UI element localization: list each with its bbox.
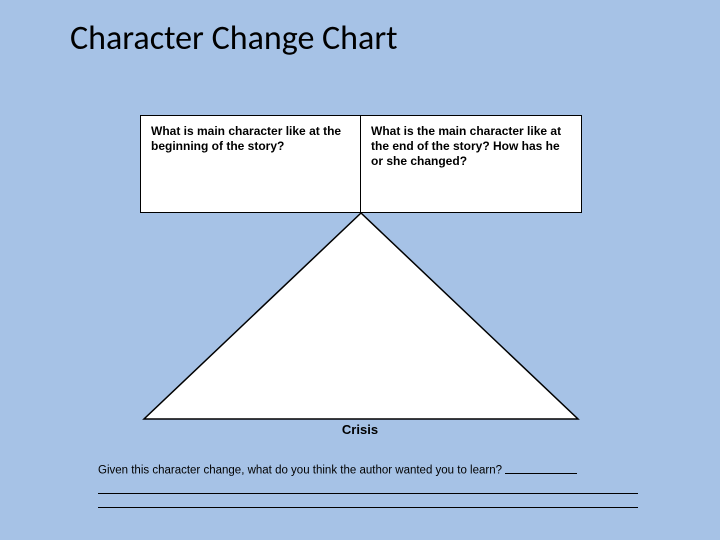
blank-line-1 [98, 480, 638, 494]
author-prompt: Given this character change, what do you… [98, 462, 638, 508]
triangle-shape [144, 213, 578, 419]
blank-tail [505, 462, 577, 474]
slide: Character Change Chart What is main char… [0, 0, 720, 540]
prompt-text: Given this character change, what do you… [98, 465, 502, 477]
box-end: What is the main character like at the e… [361, 116, 581, 212]
box-beginning: What is main character like at the begin… [141, 116, 361, 212]
character-boxes: What is main character like at the begin… [140, 115, 582, 213]
crisis-label: Crisis [0, 422, 720, 437]
page-title: Character Change Chart [70, 18, 398, 59]
crisis-triangle [140, 211, 582, 423]
blank-line-2 [98, 494, 638, 508]
